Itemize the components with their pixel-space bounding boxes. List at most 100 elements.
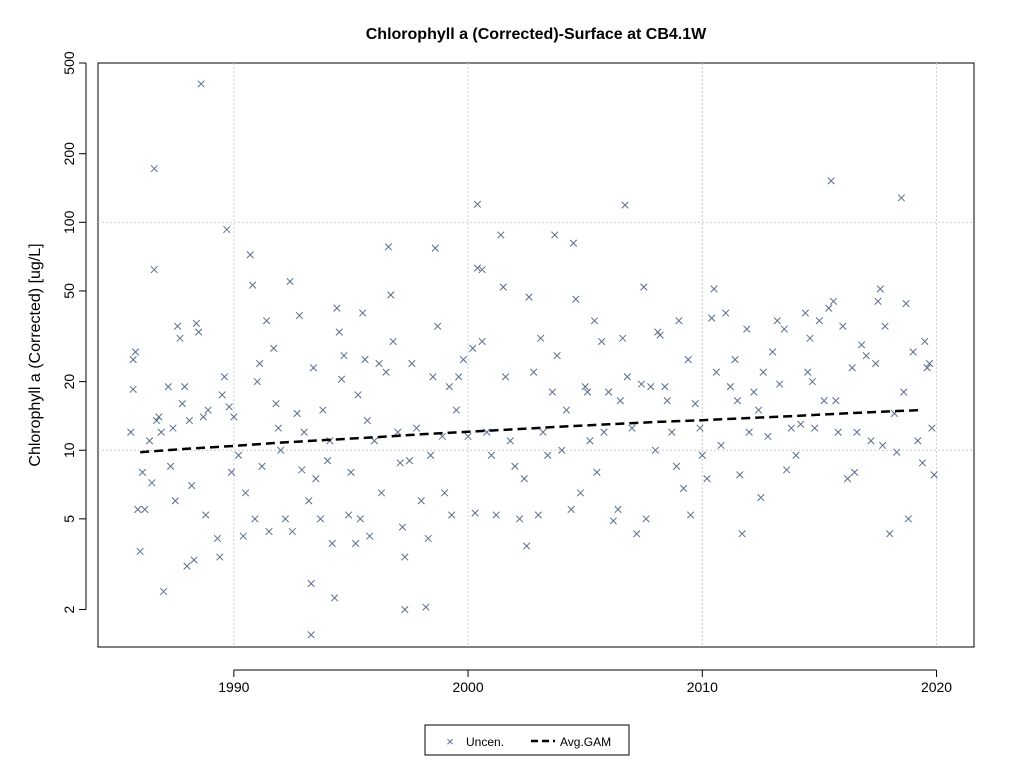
data-point (604, 388, 613, 396)
data-point (522, 542, 531, 550)
data-point (843, 475, 852, 483)
data-point (567, 505, 575, 514)
x-axis: 1990 2000 2010 2020 (218, 669, 952, 695)
gam-line-group (140, 408, 921, 454)
data-point (333, 304, 341, 312)
data-point (363, 416, 372, 425)
data-point (197, 80, 205, 88)
data-point (328, 539, 336, 548)
data-point (408, 359, 416, 368)
data-point (537, 334, 545, 342)
data-point (525, 293, 533, 301)
data-point (330, 594, 339, 602)
data-point (923, 364, 931, 372)
data-point (621, 201, 629, 209)
data-point (150, 164, 158, 173)
data-point (827, 177, 835, 185)
legend-box (424, 724, 630, 756)
data-point (736, 471, 744, 479)
x-tick-label: 2000 (452, 679, 483, 695)
x-tick-label: 2010 (687, 679, 718, 695)
y-axis: 2 5 10 20 50 100 200 500 (61, 51, 87, 613)
data-point (347, 468, 355, 476)
data-point (878, 441, 887, 450)
data-point (530, 368, 538, 376)
data-point (270, 344, 278, 352)
data-point (366, 532, 374, 540)
data-point (691, 400, 699, 408)
data-point (616, 397, 624, 405)
data-point (675, 317, 683, 325)
data-point (183, 562, 191, 570)
data-points (127, 80, 938, 639)
data-point (429, 373, 437, 381)
data-point (815, 317, 824, 325)
data-point (216, 553, 224, 561)
data-point (642, 515, 650, 523)
data-point (619, 334, 627, 342)
data-point (239, 532, 247, 540)
grid (98, 63, 974, 647)
data-point (581, 383, 589, 391)
data-point (204, 406, 212, 414)
data-point (344, 511, 353, 519)
data-point (319, 406, 327, 414)
data-point (792, 451, 800, 459)
data-point (572, 295, 580, 303)
data-point (220, 373, 229, 381)
data-point (298, 466, 306, 474)
data-point (834, 428, 842, 436)
data-point (258, 462, 266, 470)
data-point (672, 462, 681, 470)
data-point (129, 355, 137, 364)
data-point (394, 428, 402, 436)
data-point (138, 468, 147, 476)
data-point (188, 481, 196, 490)
data-point (862, 352, 870, 360)
data-point (745, 428, 753, 436)
data-point (173, 322, 182, 330)
data-point (743, 325, 751, 333)
data-point (548, 388, 557, 396)
data-point (241, 489, 250, 497)
data-point (190, 556, 198, 564)
data-point (647, 383, 655, 391)
data-point (323, 457, 332, 465)
data-point (234, 451, 243, 459)
data-point (464, 432, 472, 441)
data-point (569, 239, 578, 247)
data-point (857, 341, 866, 349)
data-point (848, 364, 856, 372)
data-point (251, 515, 259, 523)
legend-point-marker: × (446, 734, 454, 749)
data-point (511, 462, 519, 470)
data-point (703, 475, 711, 483)
data-point (640, 283, 648, 291)
data-point (431, 244, 439, 252)
data-point (253, 377, 261, 386)
data-point (312, 475, 320, 483)
data-point (914, 437, 922, 445)
data-point (684, 355, 692, 364)
data-point (829, 297, 838, 306)
gam-line (140, 408, 921, 454)
data-point (609, 517, 617, 525)
data-point (902, 299, 910, 308)
data-point (157, 428, 165, 436)
data-point (825, 304, 833, 312)
data-point (921, 337, 929, 346)
y-tick-label: 200 (61, 142, 77, 166)
data-point (710, 285, 718, 293)
data-point (401, 553, 409, 561)
data-point (487, 451, 496, 459)
data-point (696, 424, 704, 432)
data-point (925, 359, 934, 368)
data-point (633, 530, 641, 538)
data-point (478, 337, 486, 346)
data-point (426, 451, 435, 459)
data-point (534, 511, 542, 519)
data-point (661, 383, 669, 391)
data-point (506, 437, 514, 445)
data-point (918, 459, 927, 467)
